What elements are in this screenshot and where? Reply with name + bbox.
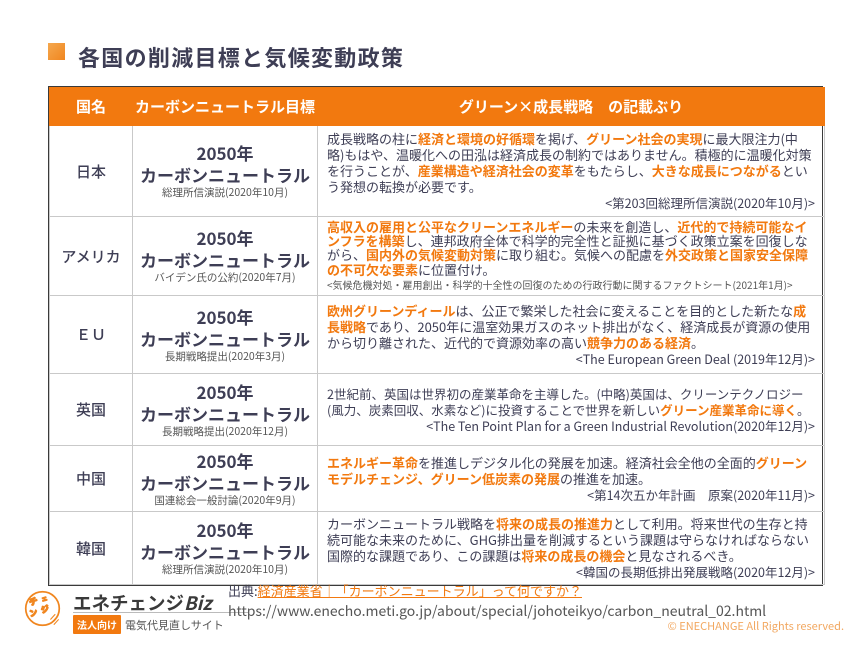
svg-text:チ: チ (28, 595, 40, 609)
svg-text:ン: ン (28, 607, 39, 620)
svg-text:ェ: ェ (40, 593, 48, 603)
svg-text:ジ: ジ (40, 603, 51, 616)
